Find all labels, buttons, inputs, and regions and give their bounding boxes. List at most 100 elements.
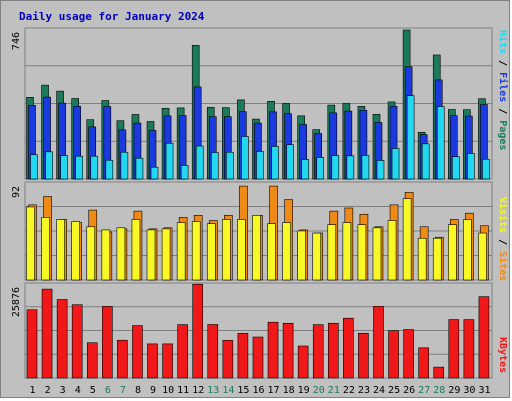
legend-files: Files [497,72,509,102]
legend-pages: Pages [497,120,508,150]
pages-bar [301,159,309,180]
day-label: 19 [298,385,310,396]
kbytes-bar [26,309,38,379]
pages-bar [271,146,279,180]
visits-bar [146,229,156,281]
kbytes-bar [162,343,173,379]
kbytes-bar [297,345,309,379]
visits-bar [26,206,35,281]
pages-bar [482,158,490,180]
pages-bar [226,151,234,180]
visits-bar [282,222,291,281]
panel-1-ymax-label: 746 [11,32,22,50]
kbytes-bar [327,322,339,379]
day-label: 16 [252,385,264,396]
kbytes-bar [86,342,98,379]
pages-bar [210,152,219,180]
kbytes-bar [478,296,490,379]
pages-bar [165,142,174,180]
panel-2-ymax-label: 92 [11,186,22,198]
kbytes-bar [147,343,158,379]
legend-hits: Hits [497,30,509,54]
day-label: 5 [90,385,96,396]
day-label: 2 [45,385,51,396]
day-label: 10 [162,385,174,396]
visits-bar [478,232,487,281]
pages-bar [45,151,53,180]
hits-files-pages-legend: Hits / Files / Pages [497,30,509,150]
visits-bar [161,228,171,281]
visits-bar [267,223,276,281]
visits-bar [56,219,65,281]
kbytes-bar [117,339,128,379]
kbytes-bar [56,299,68,379]
kbytes-bar [448,319,460,379]
kbytes-bar [343,317,354,379]
visits-bar [297,230,306,281]
legend-separator: / [497,233,508,251]
pages-bar [452,156,460,180]
day-label: 3 [60,385,66,396]
day-label: 8 [135,385,141,396]
day-label: 15 [237,385,249,396]
visits-bar [387,220,397,281]
panel-3-ymax-label: 25876 [11,287,22,317]
visits-bar [312,232,322,281]
visits-bar [222,219,231,281]
pages-bar [180,165,189,180]
pages-bar [406,95,415,180]
kbytes-legend: KBytes [497,337,508,373]
kbytes-bar [207,324,219,379]
kbytes-bar [222,339,234,379]
visits-bar [342,222,352,281]
pages-bar [436,106,445,180]
kbytes-bar [373,306,384,379]
kbytes-bar [132,325,143,379]
pages-bar [331,155,340,180]
pages-bar [30,154,38,180]
day-label: 13 [207,385,219,396]
kbytes-bar [433,366,445,379]
day-label: 14 [222,385,234,396]
day-label: 23 [358,385,370,396]
kbytes-bar [463,319,475,379]
sites-visits-legend: Visits / Sites [497,197,509,281]
kbytes-bar [102,306,113,379]
day-label: 1 [30,385,36,396]
day-label: 22 [343,385,355,396]
day-label: 29 [448,385,460,396]
day-label: 31 [478,385,490,396]
pages-bar [361,155,370,180]
pages-bar [467,153,475,180]
visits-bar [191,221,201,281]
kbytes-bar [267,321,279,379]
visits-bar [448,224,457,281]
pages-bar [195,145,204,180]
visits-bar [402,198,412,281]
pages-bar [286,144,294,180]
kbytes-bar [71,304,83,379]
legend-separator: / [497,102,508,120]
visits-bar [463,219,472,281]
pages-bar [316,157,325,180]
kbytes-bar [312,324,324,379]
visits-bar [357,224,367,281]
pages-bar [421,143,430,180]
kbytes-bar [403,329,414,379]
legend-sites: Sites [497,251,509,281]
day-label: 30 [463,385,475,396]
kbytes-bar [282,322,294,379]
visits-bar [131,219,141,281]
day-label: 27 [418,385,430,396]
day-label: 18 [283,385,295,396]
visits-bar [252,215,261,281]
day-label: 25 [388,385,400,396]
pages-bar [135,157,144,180]
day-label: 6 [105,385,111,396]
kbytes-bar [358,332,369,379]
visits-bar [71,221,80,281]
visits-bar [206,223,216,281]
legend-separator: / [497,54,508,72]
pages-bar [376,160,385,180]
visits-bar [237,219,246,281]
